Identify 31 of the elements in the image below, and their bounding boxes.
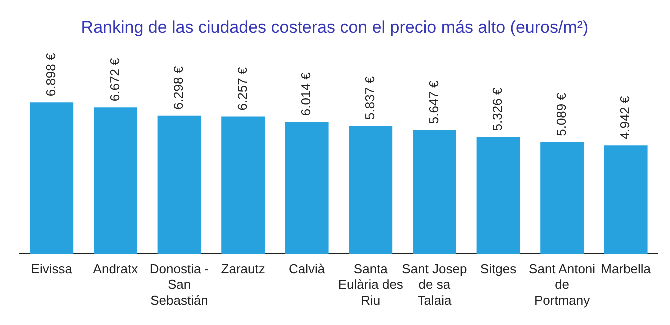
x-tick-label: Santa Eulària des Riu bbox=[338, 262, 404, 308]
data-label: 5.647 € bbox=[426, 80, 442, 124]
x-tick-label: Sant Antoni de Portmany bbox=[529, 262, 596, 308]
data-label: 4.942 € bbox=[618, 95, 633, 140]
data-label: 5.326 € bbox=[490, 87, 506, 132]
bar bbox=[30, 102, 74, 254]
data-label: 6.014 € bbox=[298, 72, 314, 116]
data-label: 6.298 € bbox=[171, 66, 186, 110]
x-tick-label: Sitges bbox=[480, 262, 518, 277]
bar bbox=[158, 116, 202, 254]
data-label: 6.898 € bbox=[43, 52, 58, 97]
bar bbox=[285, 122, 329, 254]
x-tick-label: Andratx bbox=[93, 262, 139, 277]
x-tick-label: Eivissa bbox=[31, 262, 74, 277]
bar bbox=[476, 137, 520, 254]
data-label: 6.257 € bbox=[234, 66, 250, 111]
bar bbox=[94, 108, 138, 254]
chart-title: Ranking de las ciudades costeras con el precio más alto (euros/m²) bbox=[81, 18, 589, 37]
bar bbox=[222, 116, 265, 254]
x-tick-label: Donostia - San Sebastián bbox=[150, 262, 210, 308]
bar bbox=[540, 142, 584, 254]
data-label: 6.672 € bbox=[107, 57, 122, 102]
x-tick-label: Sant Josep de sa Talaia bbox=[402, 262, 468, 308]
x-tick-label: Calvià bbox=[289, 262, 326, 277]
bar bbox=[349, 126, 393, 254]
data-label: 5.837 € bbox=[362, 76, 378, 120]
data-label: 5.089 € bbox=[554, 92, 569, 136]
bar bbox=[413, 130, 456, 254]
bar bbox=[604, 146, 648, 254]
x-tick-label: Zarautz bbox=[221, 262, 266, 277]
x-tick-label: Marbella bbox=[601, 262, 652, 277]
